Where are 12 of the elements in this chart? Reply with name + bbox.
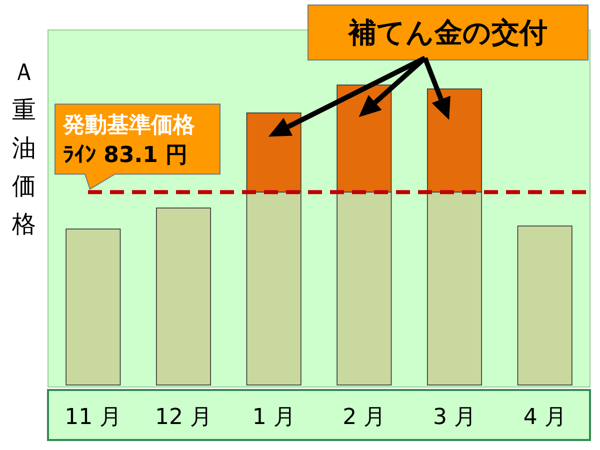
x-tick-label: 2 月 [342, 405, 386, 430]
x-tick-label: 11 月 [64, 405, 122, 430]
x-tick-label: 1 月 [252, 405, 296, 430]
x-tick-label: 12 月 [155, 405, 212, 430]
x-tick-label: 3 月 [433, 405, 476, 430]
y-axis-title: Ａ重油価格 [11, 58, 36, 238]
bar [517, 226, 572, 386]
bar [66, 228, 121, 386]
x-tick-label: 4 月 [523, 405, 566, 430]
text: 補てん金の交付 [348, 16, 548, 49]
bar [156, 208, 211, 386]
ref-line-label: 発動基準価格ﾗｲﾝ 83.1 円 [62, 113, 196, 168]
